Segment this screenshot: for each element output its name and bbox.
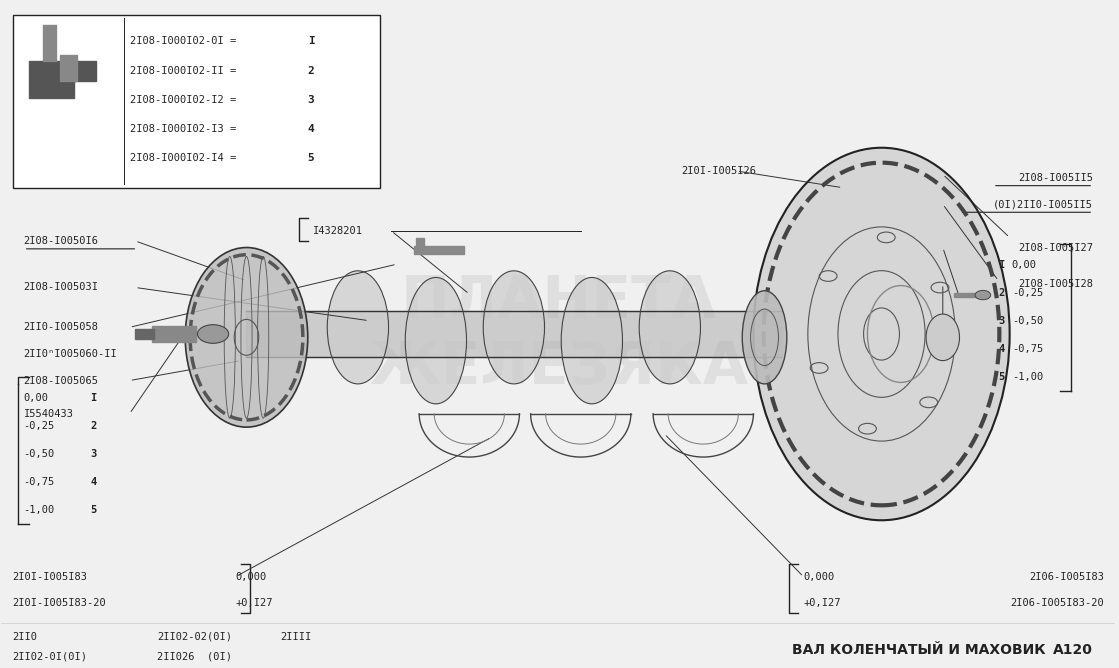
Text: -0,25: -0,25 — [23, 421, 55, 431]
Ellipse shape — [327, 271, 388, 384]
Ellipse shape — [753, 148, 1009, 520]
Text: 2I0I-I005I83-20: 2I0I-I005I83-20 — [12, 599, 106, 609]
Bar — [43, 25, 56, 61]
Ellipse shape — [742, 291, 787, 384]
Ellipse shape — [562, 277, 622, 404]
Text: 2I0I-I005I83: 2I0I-I005I83 — [12, 572, 87, 582]
Text: -1,00: -1,00 — [1012, 371, 1043, 381]
Text: I4328201: I4328201 — [313, 226, 364, 236]
Text: 4: 4 — [308, 124, 314, 134]
Text: 4: 4 — [998, 343, 1005, 353]
Text: (0I)2II0-I005II5: (0I)2II0-I005II5 — [994, 199, 1093, 209]
Text: -0,25: -0,25 — [1012, 288, 1043, 298]
Text: 2II026  (0I): 2II026 (0I) — [158, 651, 233, 661]
Text: 2I08-I000I02-II =: 2I08-I000I02-II = — [130, 65, 236, 75]
Bar — [416, 238, 424, 246]
Text: 2: 2 — [308, 65, 314, 75]
Text: 2I06-I005I83: 2I06-I005I83 — [1029, 572, 1104, 582]
Bar — [68, 61, 96, 81]
Ellipse shape — [483, 271, 545, 384]
Bar — [60, 55, 77, 81]
Bar — [29, 61, 74, 98]
Text: 3: 3 — [308, 95, 314, 105]
Text: 3: 3 — [998, 316, 1005, 326]
Text: 2I08-I0050I6: 2I08-I0050I6 — [23, 236, 98, 246]
Text: 2IIII: 2IIII — [280, 632, 311, 642]
Text: 2I08-I00503I: 2I08-I00503I — [23, 283, 98, 293]
Circle shape — [975, 291, 990, 300]
Text: 2I0I-I005I26: 2I0I-I005I26 — [681, 166, 756, 176]
Text: 0,000: 0,000 — [235, 572, 266, 582]
Circle shape — [197, 325, 228, 343]
Text: 2I08-I000I02-I2 =: 2I08-I000I02-I2 = — [130, 95, 236, 105]
Ellipse shape — [186, 248, 308, 427]
Text: 0,00: 0,00 — [23, 393, 48, 403]
Text: 2II0-I005058: 2II0-I005058 — [23, 323, 98, 333]
Bar — [135, 329, 154, 339]
Text: +0,I27: +0,I27 — [803, 599, 841, 609]
Text: 0,000: 0,000 — [803, 572, 835, 582]
Text: 2: 2 — [998, 288, 1005, 298]
Bar — [152, 326, 196, 342]
FancyBboxPatch shape — [12, 15, 380, 188]
Ellipse shape — [639, 271, 700, 384]
Text: 2I06-I005I83-20: 2I06-I005I83-20 — [1010, 599, 1104, 609]
Text: 0,00: 0,00 — [1012, 260, 1037, 270]
Text: +0,I27: +0,I27 — [235, 599, 273, 609]
Text: A120: A120 — [1053, 643, 1093, 657]
Text: 5: 5 — [91, 504, 96, 514]
Text: 2I08-I000I02-0I =: 2I08-I000I02-0I = — [130, 36, 236, 46]
Text: 4: 4 — [91, 477, 96, 487]
Text: I: I — [998, 260, 1005, 270]
Text: 2: 2 — [91, 421, 96, 431]
Text: -1,00: -1,00 — [23, 504, 55, 514]
Text: -0,75: -0,75 — [1012, 343, 1043, 353]
Text: ВАЛ КОЛЕНЧАТЫЙ И МАХОВИК: ВАЛ КОЛЕНЧАТЫЙ И МАХОВИК — [792, 643, 1046, 657]
Bar — [246, 311, 781, 357]
Text: -0,50: -0,50 — [23, 449, 55, 459]
Text: -0,75: -0,75 — [23, 477, 55, 487]
Text: 2II0ⁿI005060-II: 2II0ⁿI005060-II — [23, 349, 117, 359]
Text: 5: 5 — [308, 154, 314, 164]
Text: I: I — [308, 36, 314, 46]
Text: -0,50: -0,50 — [1012, 316, 1043, 326]
Text: 2I08-I005065: 2I08-I005065 — [23, 375, 98, 385]
Text: 2II02-0I(0I): 2II02-0I(0I) — [12, 651, 87, 661]
Text: ПЛАНЕТА
ЖЕЛЕЗЯКА: ПЛАНЕТА ЖЕЛЕЗЯКА — [369, 273, 747, 395]
Ellipse shape — [927, 314, 959, 361]
Text: 2II0: 2II0 — [12, 632, 38, 642]
Text: 2II02-02(0I): 2II02-02(0I) — [158, 632, 233, 642]
Text: 2I08-I000I02-I4 =: 2I08-I000I02-I4 = — [130, 154, 236, 164]
Bar — [953, 293, 978, 297]
Text: 2I08-I005I27: 2I08-I005I27 — [1018, 242, 1093, 253]
Text: I: I — [91, 393, 96, 403]
Bar — [414, 246, 463, 254]
Text: 3: 3 — [91, 449, 96, 459]
Text: I5540433: I5540433 — [23, 409, 74, 419]
Text: 2I08-I005II5: 2I08-I005II5 — [1018, 172, 1093, 182]
Text: 2I08-I000I02-I3 =: 2I08-I000I02-I3 = — [130, 124, 236, 134]
Text: 5: 5 — [998, 371, 1005, 381]
Text: 2I08-I005I28: 2I08-I005I28 — [1018, 279, 1093, 289]
Ellipse shape — [405, 277, 467, 404]
